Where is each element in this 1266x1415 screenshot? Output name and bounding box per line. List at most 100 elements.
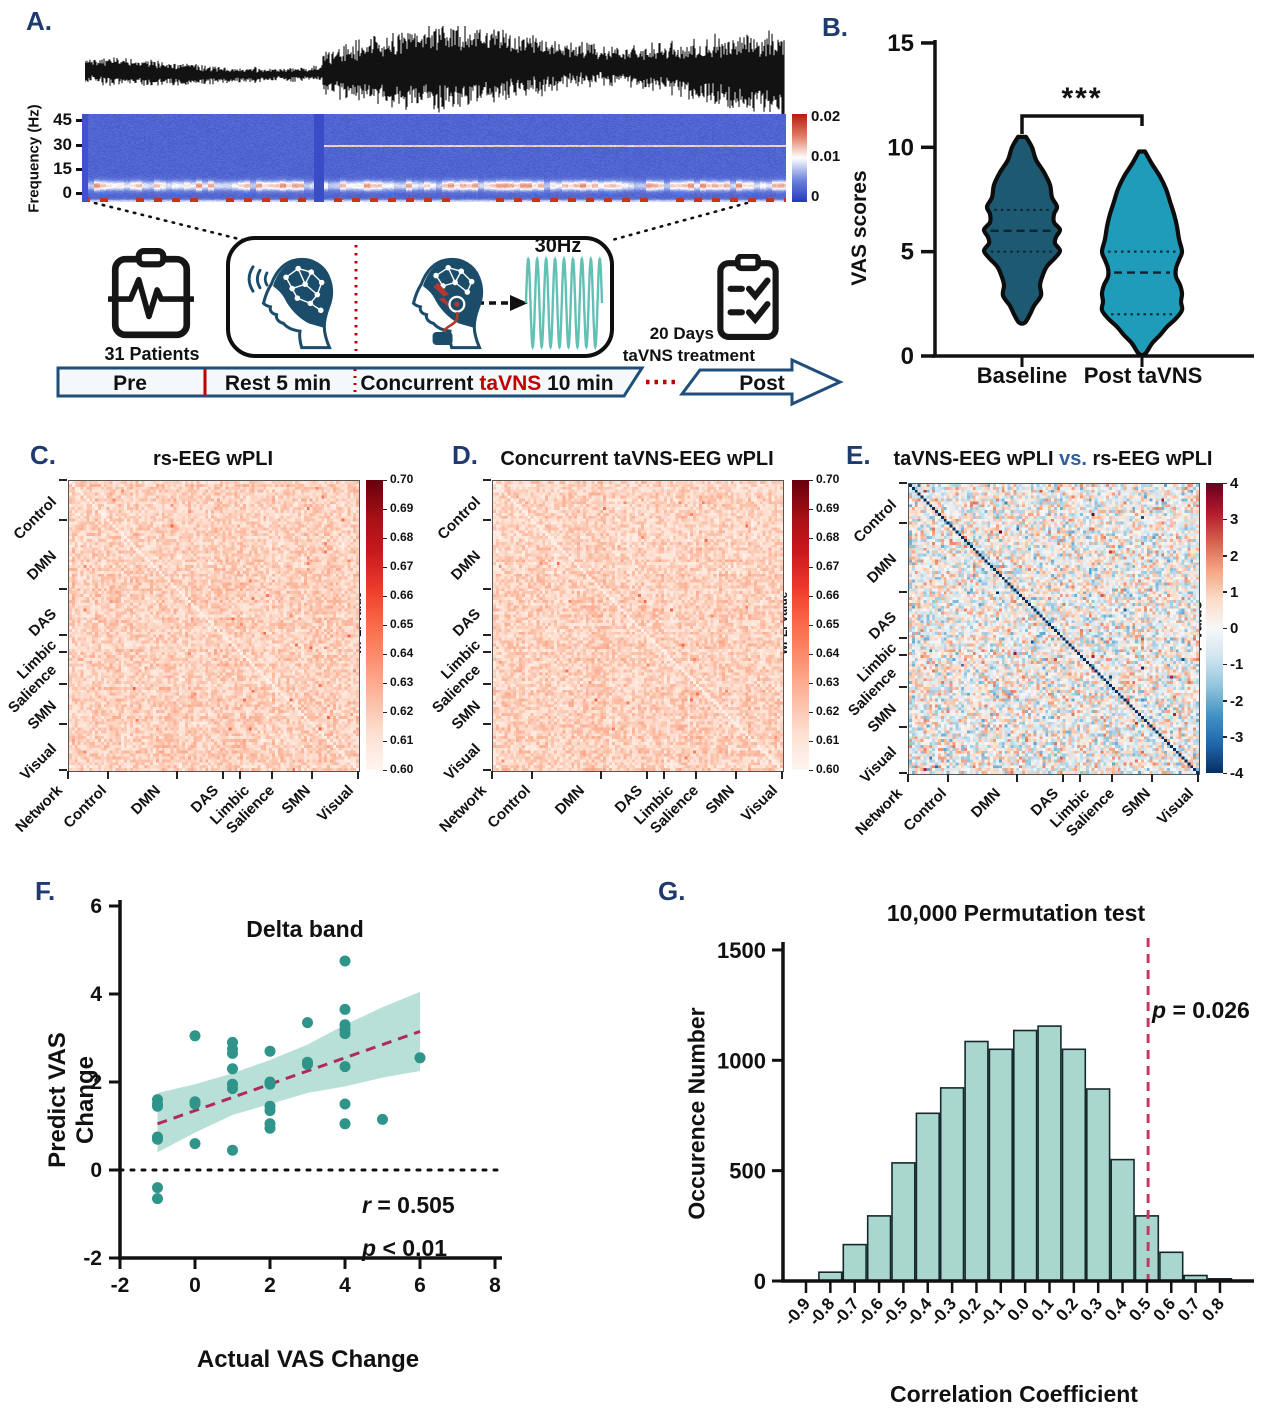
scatter-point <box>152 1193 163 1205</box>
colorbar-tick-mark <box>1223 700 1227 702</box>
hist-ylabel: Occurence Number <box>683 1007 710 1220</box>
scatter-point <box>152 1182 163 1194</box>
scatter-xlabel: Actual VAS Change <box>196 1346 420 1373</box>
scatter-point <box>227 1144 238 1156</box>
colorbar-tick-mark <box>1223 736 1227 738</box>
brain-network-nodes <box>283 265 325 314</box>
y-tick-label: 0 <box>901 343 914 370</box>
histogram-bar <box>1159 1251 1184 1282</box>
x-tick-label: 0.7 <box>1174 1294 1204 1324</box>
violin-group-baseline-label: Baseline <box>976 363 1068 388</box>
scatter-r-annotation: r = 0.505 <box>362 1192 455 1218</box>
x-tick-label: 0.5 <box>1125 1294 1155 1324</box>
scatter-point <box>339 955 351 967</box>
x-boundary-tick <box>491 771 493 779</box>
scatter-point <box>264 1045 276 1057</box>
x-boundary-tick <box>1061 774 1064 782</box>
colorbar-tick-label: 0.68 <box>816 530 840 544</box>
scatter-point <box>227 1083 238 1095</box>
histogram-bar <box>866 1215 892 1282</box>
y-tick-label: -2 <box>83 1247 102 1270</box>
colorbar-tick-label: 0.70 <box>816 472 840 486</box>
panel-d-label: D. <box>452 440 478 470</box>
scatter-p-annotation: p < 0.01 <box>362 1235 448 1261</box>
rs_wpli-matrix <box>68 480 360 772</box>
x-boundary-tick <box>735 771 738 779</box>
colorbar-tick-label: -3 <box>1230 728 1244 746</box>
y-tick-label: 500 <box>729 1159 766 1184</box>
timeline-pre-label: Pre <box>113 372 147 395</box>
scatter-point <box>152 1133 163 1145</box>
x-tick-label: 6 <box>414 1274 426 1297</box>
scatter-title: Delta band <box>246 916 364 942</box>
y-tick-label: 10 <box>887 134 914 161</box>
scatter-point <box>339 1061 351 1073</box>
colorbar-tick-mark <box>809 595 813 597</box>
y-boundary-tick <box>59 587 67 590</box>
x-boundary-tick <box>662 771 665 779</box>
y-boundary-tick <box>899 590 907 593</box>
freq-tick-label: 45 <box>53 110 72 129</box>
x-boundary-tick <box>781 771 783 779</box>
colorbar-tick-mark <box>809 740 813 742</box>
colorbar-tick-mark <box>809 537 813 539</box>
colorbar-tick-label: 0.62 <box>816 704 840 718</box>
scatter-point <box>264 1105 276 1117</box>
colorbar-tick-mark <box>1223 555 1227 557</box>
scatter-point <box>377 1113 388 1125</box>
colorbar-tick-mark <box>1223 518 1227 521</box>
colorbar-tick-mark <box>383 740 387 742</box>
colorbar-tick-label: -1 <box>1230 656 1244 674</box>
x-boundary-tick <box>1110 774 1113 782</box>
colorbar-tick-label: -4 <box>1230 765 1244 782</box>
scatter-point <box>302 1058 313 1070</box>
scatter-point <box>227 1063 238 1075</box>
panel-f-label: F. <box>35 876 56 906</box>
x-boundary-tick <box>221 771 224 779</box>
colorbar-tick-mark <box>809 769 813 771</box>
colorbar-tick-label: 0.67 <box>816 559 840 573</box>
t_contrast-matrix <box>908 483 1200 775</box>
treatment-label: taVNS treatment <box>622 346 755 365</box>
x-boundary-tick <box>175 771 178 779</box>
colorbar-tick-mark <box>383 595 387 597</box>
freq-tick-mark <box>76 168 82 171</box>
y-boundary-tick <box>899 726 907 729</box>
colorbar-tick-mark <box>383 769 387 771</box>
colorbar-tick-label: 0.61 <box>390 733 414 747</box>
dotted-connector-left <box>93 201 245 242</box>
y-tick-label: 1000 <box>717 1048 766 1073</box>
scatter-point <box>152 1100 163 1112</box>
lightning-icon <box>433 282 454 311</box>
x-boundary-tick <box>645 771 648 779</box>
scatter-point <box>189 1138 201 1150</box>
checklist-clipboard-icon <box>717 254 779 340</box>
histogram-bar <box>988 1048 1013 1282</box>
timeline-rest-label: Rest 5 min <box>225 372 331 395</box>
x-boundary-tick <box>1015 774 1018 782</box>
timeline-concurrent-label: Concurrent taVNS 10 min <box>360 372 613 395</box>
tavns_wpli-matrix <box>492 480 784 772</box>
colorbar-tick-label: 0.65 <box>816 617 840 631</box>
y-boundary-tick <box>899 685 907 688</box>
y-boundary-tick <box>483 479 491 481</box>
histogram-bar <box>1037 1025 1062 1282</box>
scatter-ylabel: Predict VAS Change <box>44 1032 99 1168</box>
x-boundary-tick <box>270 771 273 779</box>
colorbar-tick-label: 0.62 <box>390 704 414 718</box>
panel-e-title: taVNS-EEG wPLI vs. rs-EEG wPLI <box>893 448 1213 470</box>
head-tavns-icon <box>411 257 484 350</box>
histogram-bar <box>964 1040 989 1282</box>
ecg-clipboard-icon <box>108 248 194 339</box>
colorbar-tick-mark <box>809 508 813 510</box>
histogram-bar <box>891 1162 916 1282</box>
colorbar-tick-mark <box>383 508 387 510</box>
colorbar-tick-mark <box>1223 591 1227 593</box>
colorbar-tick-mark <box>383 653 387 655</box>
hist-title: 10,000 Permutation test <box>886 900 1146 926</box>
y-boundary-tick <box>483 650 491 653</box>
panel-d-title: Concurrent taVNS-EEG wPLI <box>500 448 774 470</box>
spec-colorbar-tick: 0 <box>811 188 820 205</box>
significance-stars: *** <box>1061 82 1103 115</box>
colorbar-tick-mark <box>1223 772 1227 774</box>
